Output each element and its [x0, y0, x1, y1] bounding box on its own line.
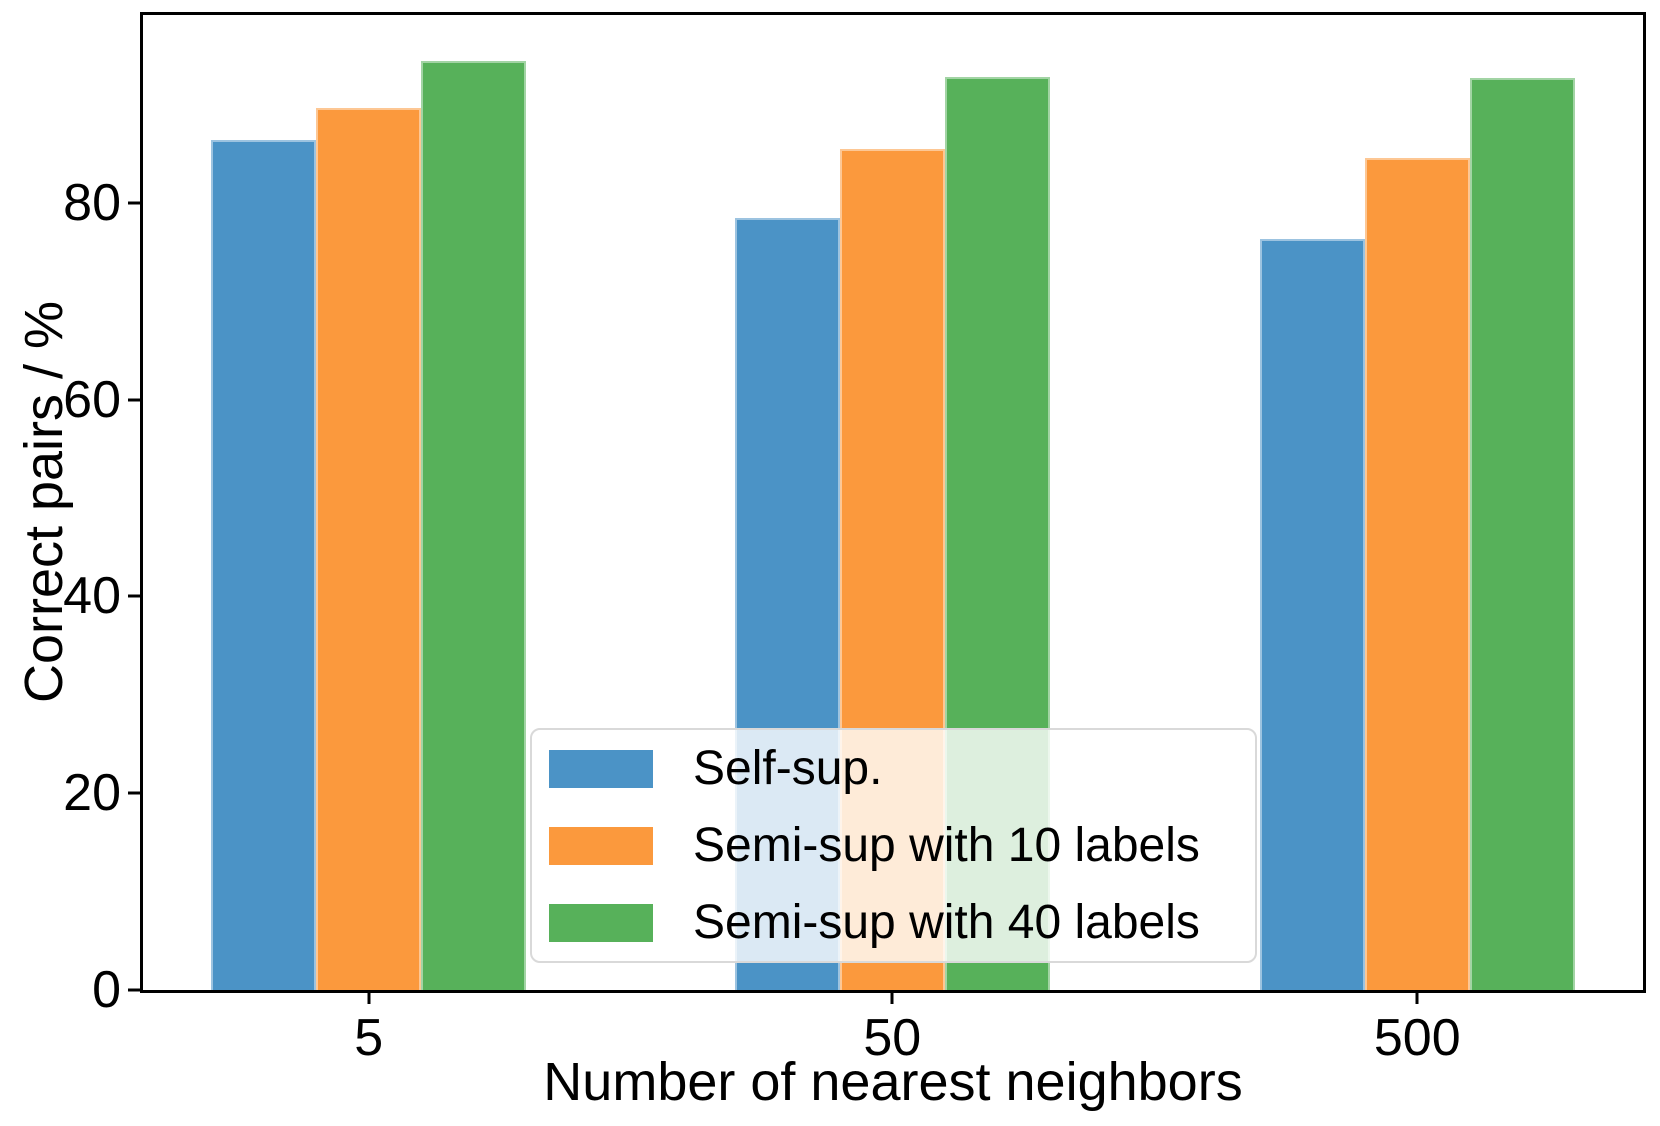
y-axis-label: Correct pairs / % [14, 300, 74, 704]
legend: Self-sup. Semi-sup with 10 labels Semi-sup… [530, 728, 1257, 963]
x-tick-mark-500 [1415, 993, 1419, 1004]
y-tick-label-80: 80 [63, 173, 121, 232]
legend-item-semi-sup-with-10-labels: Semi-sup with 10 labels [549, 807, 1255, 884]
x-tick-mark-5 [367, 993, 371, 1004]
legend-swatch-semi-sup-with-40-labels [549, 903, 653, 942]
bar-semi-sup-with-40-labels-x5 [421, 61, 527, 990]
y-tick-mark-20 [128, 791, 140, 795]
legend-swatch-semi-sup-with-10-labels [549, 826, 653, 865]
legend-item-self-sup: Self-sup. [549, 730, 1255, 807]
bar-self-sup-x500 [1259, 239, 1365, 990]
x-tick-label-50: 50 [863, 1009, 922, 1067]
bar-self-sup-x5 [211, 139, 317, 990]
x-tick-label-500: 500 [1373, 1009, 1461, 1067]
plot-area: Self-sup. Semi-sup with 10 labels Semi-sup… [63, 12, 1646, 1064]
y-tick-mark-80 [128, 201, 140, 205]
legend-item-semi-sup-with-40-labels: Semi-sup with 40 labels [549, 884, 1255, 961]
x-tick-label-5: 5 [354, 1009, 384, 1067]
bar-semi-sup-with-10-labels-x500 [1364, 157, 1470, 990]
y-tick-label-40: 40 [63, 567, 121, 626]
y-tick-mark-0 [128, 988, 140, 992]
x-tick-mark-50 [890, 993, 894, 1004]
bar-semi-sup-with-10-labels-x5 [316, 108, 422, 990]
legend-label-semi-sup-with-10-labels: Semi-sup with 10 labels [693, 819, 1200, 872]
legend-label-self-sup: Self-sup. [693, 742, 883, 795]
y-tick-label-20: 20 [63, 764, 121, 823]
y-tick-label-60: 60 [63, 370, 121, 429]
x-axis-label: Number of nearest neighbors [543, 1052, 1243, 1112]
bar-semi-sup-with-40-labels-x500 [1469, 77, 1575, 990]
legend-label-semi-sup-with-40-labels: Semi-sup with 40 labels [693, 896, 1200, 949]
y-tick-mark-60 [128, 398, 140, 402]
legend-swatch-self-sup [549, 749, 653, 788]
y-tick-label-0: 0 [92, 961, 121, 1019]
y-tick-mark-40 [128, 594, 140, 598]
